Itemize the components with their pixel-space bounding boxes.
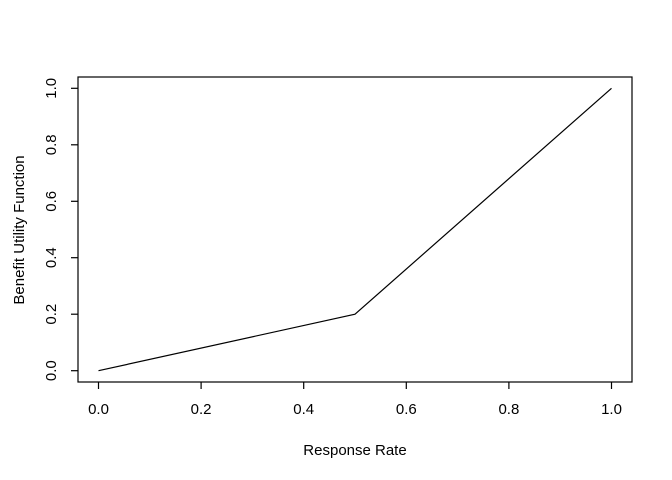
x-tick-label: 0.2 <box>191 401 212 418</box>
x-tick-label: 1.0 <box>601 401 622 418</box>
utility-line <box>98 87 612 372</box>
x-tick-label: 0.6 <box>396 401 417 418</box>
y-axis: 0.0 0.2 0.4 0.6 0.8 1.0 <box>43 78 78 381</box>
y-tick-label: 0.0 <box>43 360 60 381</box>
y-tick-label: 0.8 <box>43 134 60 155</box>
x-axis: 0.0 0.2 0.4 0.6 0.8 1.0 <box>88 382 622 418</box>
y-tick-label: 0.4 <box>43 247 60 268</box>
x-tick-label: 0.4 <box>293 401 314 418</box>
y-tick-label: 0.6 <box>43 191 60 212</box>
x-axis-title: Response Rate <box>303 442 406 459</box>
x-tick-label: 0.8 <box>498 401 519 418</box>
x-tick-label: 0.0 <box>88 401 109 418</box>
y-axis-title: Benefit Utility Function <box>11 155 28 304</box>
y-tick-label: 1.0 <box>43 78 60 99</box>
y-tick-label: 0.2 <box>43 304 60 325</box>
plot-border <box>77 76 633 383</box>
